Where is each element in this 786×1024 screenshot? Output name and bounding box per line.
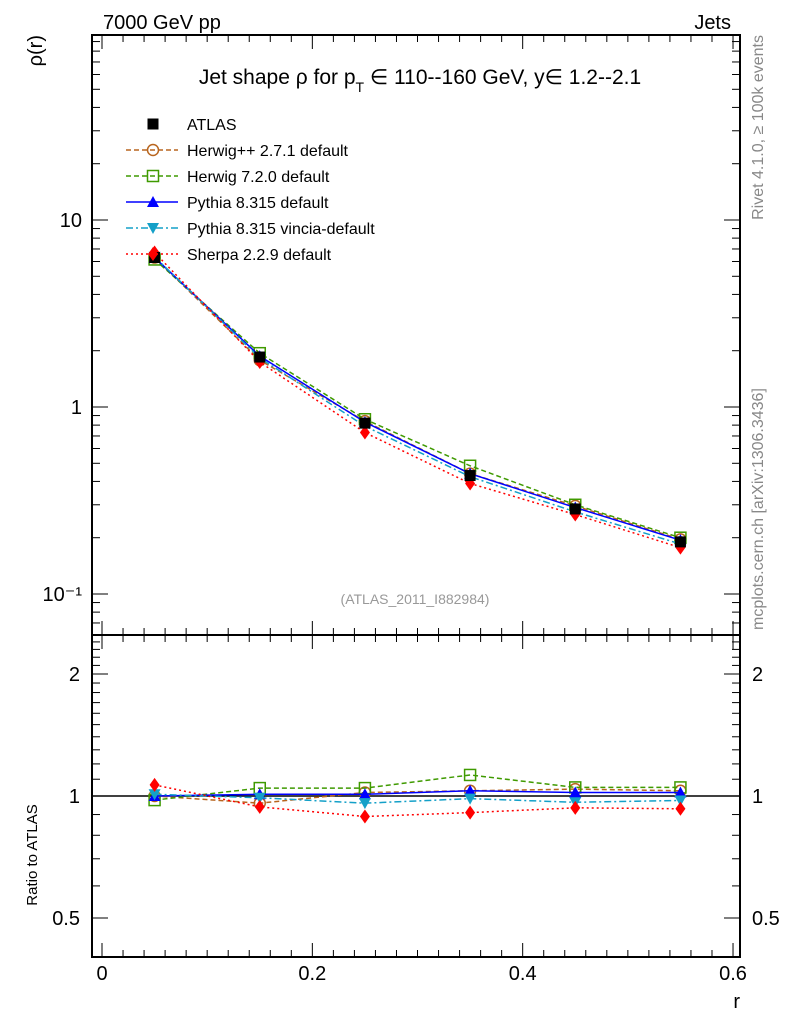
marker-diamond — [254, 799, 265, 814]
y-tick-label: 1 — [71, 397, 82, 419]
marker-square — [674, 536, 686, 548]
marker-square — [569, 503, 581, 515]
marker-diamond — [148, 247, 158, 261]
marker-diamond — [359, 425, 370, 440]
marker-diamond — [465, 805, 476, 820]
series-line — [154, 256, 681, 541]
marker-diamond — [149, 777, 160, 792]
legend-label: Sherpa 2.2.9 default — [187, 247, 332, 264]
ratio-line — [154, 774, 681, 801]
marker-triangle-down — [147, 223, 159, 234]
ratio-tick-label: 2 — [69, 664, 80, 686]
marker-triangle-down — [674, 795, 687, 807]
series-atlas — [149, 252, 686, 548]
series-pythia-8-315-vincia-default — [148, 251, 687, 810]
ratio-line — [154, 790, 681, 797]
marker-triangle-down — [464, 793, 477, 805]
ratio-line — [154, 793, 681, 804]
header-right: Jets — [694, 12, 731, 34]
marker-triangle-up — [147, 196, 159, 207]
y-tick-label: 10 — [60, 210, 82, 232]
series-pythia-8-315-default — [148, 251, 687, 801]
marker-triangle-down — [148, 789, 161, 801]
series-line — [154, 258, 681, 539]
ratio-tick-label: 1 — [752, 786, 763, 808]
header-left: 7000 GeV pp — [103, 12, 221, 34]
legend-label: ATLAS — [187, 117, 237, 134]
marker-triangle-up — [358, 788, 371, 800]
ratio-tick-label: 0.5 — [52, 908, 80, 930]
ratio-axis-label: Ratio to ATLAS — [24, 804, 41, 905]
marker-diamond — [359, 809, 370, 824]
x-axis-label: r — [733, 991, 740, 1013]
marker-triangle-up — [569, 786, 582, 798]
series-herwig-2-7-1-default — [148, 251, 687, 810]
marker-square — [359, 417, 371, 429]
marker-open-square — [463, 768, 477, 782]
marker-diamond — [675, 801, 686, 816]
mcplots-label: mcplots.cern.ch [arXiv:1306.3436] — [750, 388, 767, 630]
rivet-version-label: Rivet 4.1.0, ≥ 100k events — [750, 35, 767, 220]
marker-triangle-down — [358, 798, 371, 810]
marker-square — [464, 470, 476, 482]
ratio-tick-label: 1 — [69, 786, 80, 808]
chart-title: Jet shape ρ for pT ∈ 110--160 GeV, y∈ 1.… — [199, 66, 641, 95]
x-tick-label: 0 — [96, 963, 107, 985]
series-line — [154, 256, 681, 541]
ratio-line — [154, 784, 681, 818]
y-axis-label: ρ(r) — [25, 35, 47, 66]
legend-label: Herwig++ 2.7.1 default — [187, 143, 349, 160]
series-line — [154, 256, 681, 545]
marker-square — [254, 351, 266, 363]
legend-label: Pythia 8.315 default — [187, 195, 329, 212]
marker-triangle-up — [674, 786, 687, 798]
marker-triangle-up — [464, 784, 477, 796]
ratio-tick-label: 2 — [752, 664, 763, 686]
legend-label: Pythia 8.315 vincia-default — [187, 221, 375, 238]
x-tick-label: 0.2 — [298, 963, 326, 985]
series-herwig-7-2-0-default — [148, 253, 687, 807]
marker-diamond — [570, 800, 581, 815]
x-tick-label: 0.4 — [509, 963, 537, 985]
legend: ATLAS Herwig++ 2.7.1 default Herwig 7.2.0 … — [126, 117, 375, 264]
marker-square — [147, 118, 159, 130]
x-tick-label: 0.6 — [719, 963, 747, 985]
plot-area: 0 0.2 0.4 0.6 10 1 10⁻¹ 2 2 1 1 0.5 0.5 ATLAS Herwig++… — [43, 34, 780, 985]
marker-triangle-down — [253, 792, 266, 804]
marker-open-circle — [146, 143, 160, 157]
series-sherpa-2-2-9-default — [149, 245, 686, 824]
ratio-tick-label: 0.5 — [752, 908, 780, 930]
marker-open-square — [146, 169, 160, 183]
legend-label: Herwig 7.2.0 default — [187, 169, 330, 186]
series-line — [154, 252, 681, 549]
analysis-watermark: (ATLAS_2011_I882984) — [341, 591, 490, 607]
y-tick-label: 10⁻¹ — [43, 584, 83, 606]
